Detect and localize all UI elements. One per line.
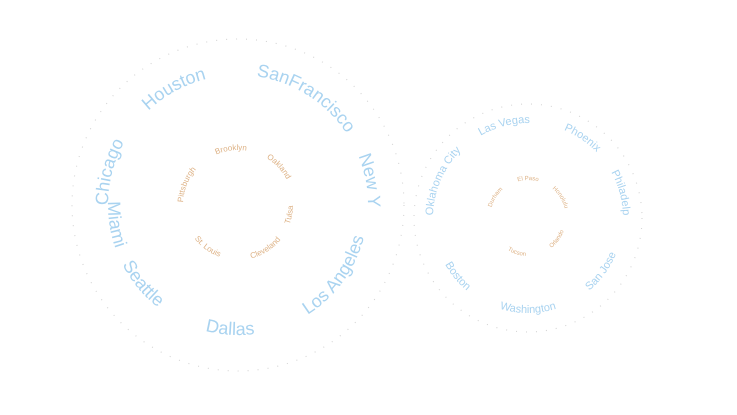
outer-label: Dallas xyxy=(204,315,255,339)
outer-label: Phoenix xyxy=(563,122,604,155)
outer-label: SanFrancisco xyxy=(256,60,360,135)
dot-ring xyxy=(413,103,643,333)
dot-ring xyxy=(71,38,405,372)
outer-label: Las Vegas xyxy=(476,114,530,138)
inner-label: Durham xyxy=(488,187,505,208)
outer-label: Chicago xyxy=(92,135,128,206)
inner-label: Tulsa xyxy=(283,205,295,225)
outer-label: Oklahoma City xyxy=(424,144,464,216)
outer-label: Seattle xyxy=(119,257,168,311)
inner-label: Oakland xyxy=(265,152,292,180)
inner-label: Honolulu xyxy=(551,186,569,209)
inner-label: Orlando xyxy=(549,229,566,250)
inner-label: Brooklyn xyxy=(214,143,248,156)
outer-label: Miami xyxy=(104,201,131,250)
inner-label: El Paso xyxy=(517,176,540,184)
outer-label: Boston xyxy=(442,260,472,293)
dot-ring-arc xyxy=(71,38,405,372)
cluster-1: Chicago Houston SanFrancisco New York Lo… xyxy=(0,0,405,372)
inner-label: Cleveland xyxy=(249,235,282,260)
outer-label: San Jose xyxy=(583,250,619,293)
inner-label: St. Louis xyxy=(193,234,222,259)
inner-label: Pittsburgh xyxy=(176,165,198,203)
dot-ring-arc xyxy=(413,103,643,333)
inner-label: Tucson xyxy=(506,247,526,258)
cluster-2: Oklahoma City Las Vegas Phoenix Philadel… xyxy=(0,0,643,333)
outer-label: Washington xyxy=(499,300,557,316)
outer-label: Houston xyxy=(138,63,208,113)
outer-label: Los Angeles xyxy=(299,233,368,318)
